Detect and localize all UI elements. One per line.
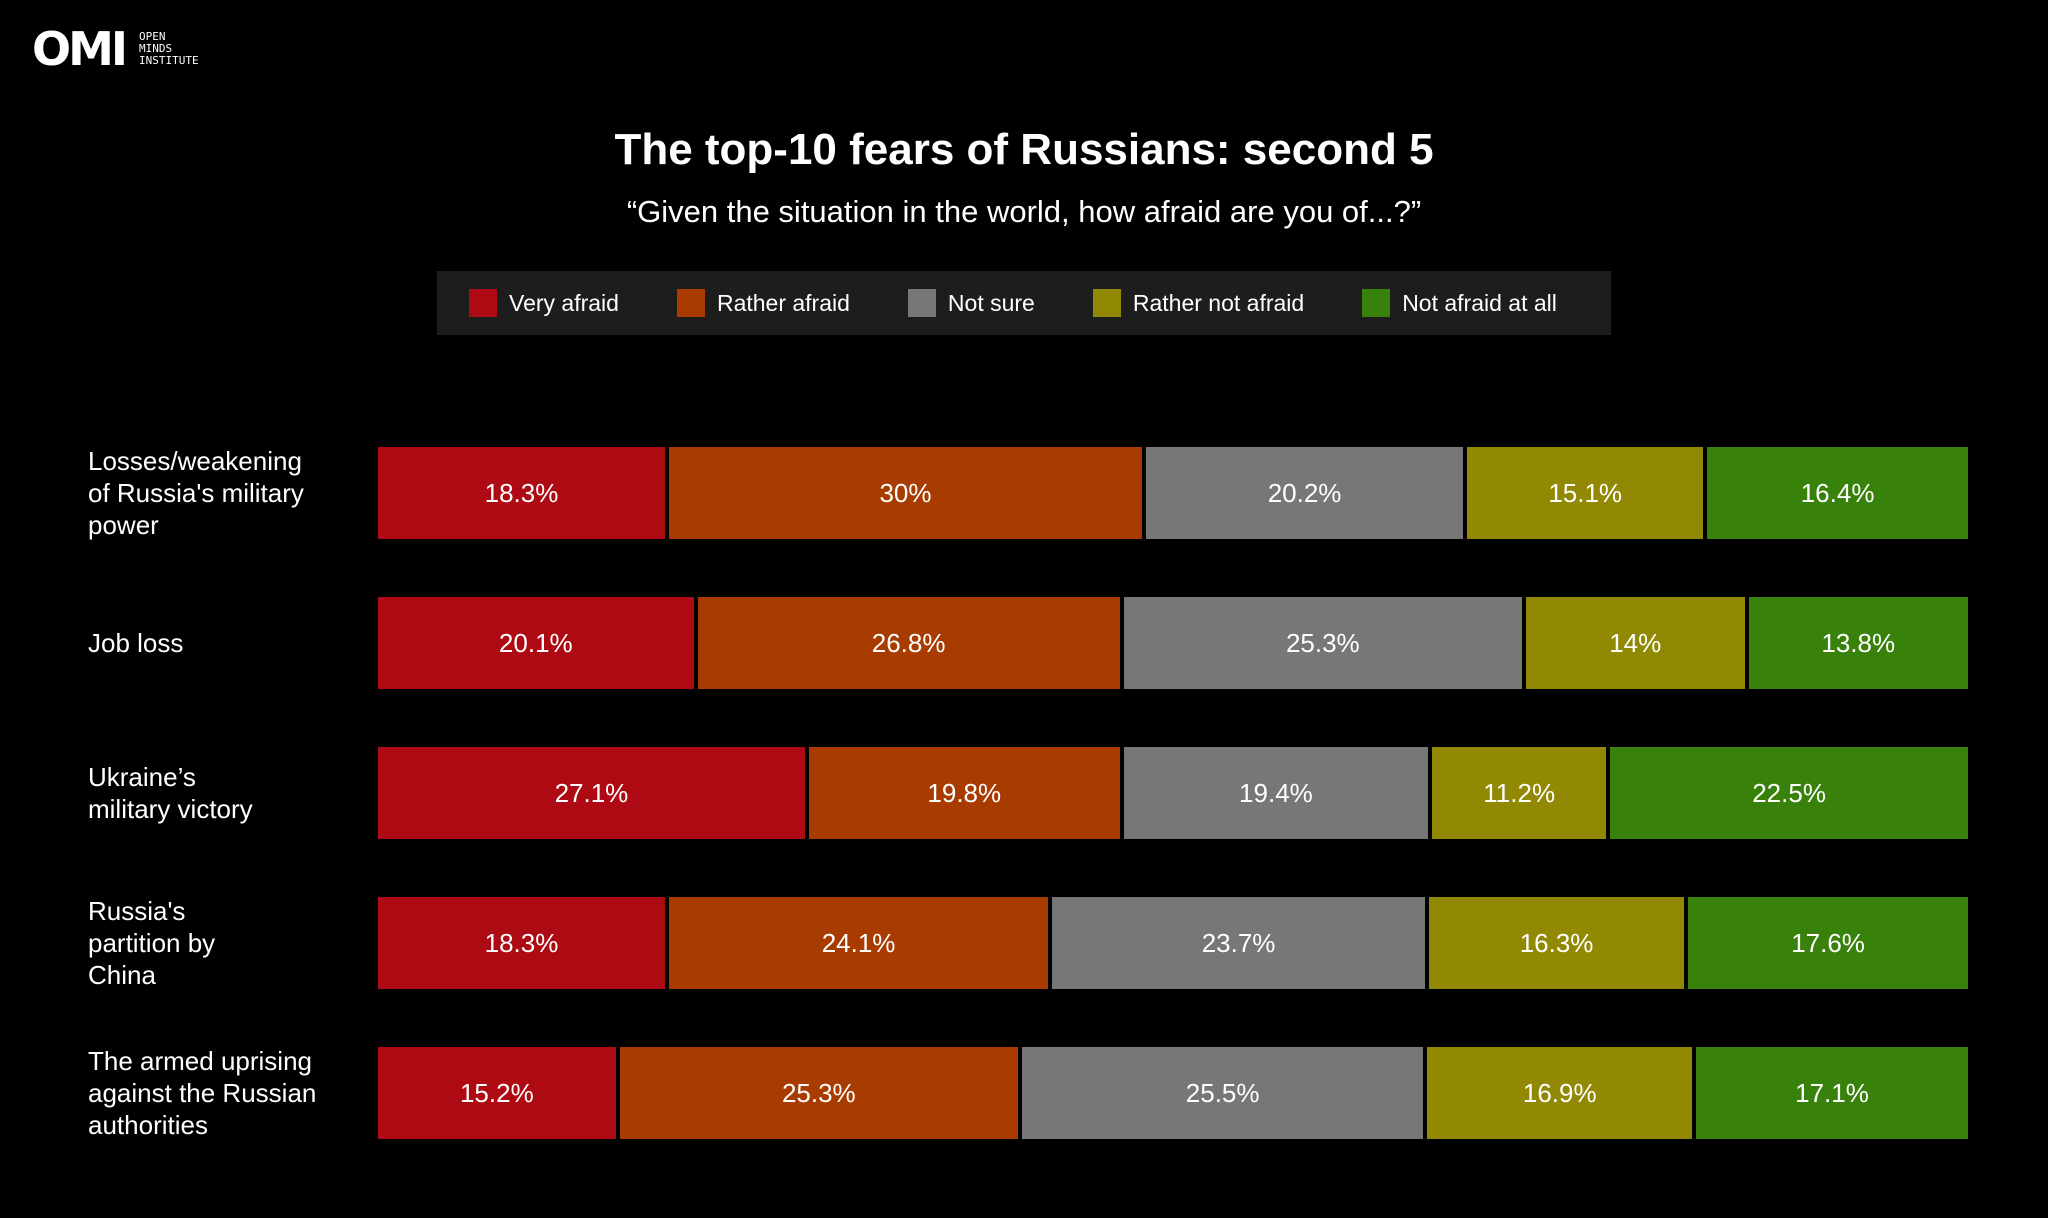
row-label-1: Losses/weakening of Russia's military powe… xyxy=(88,445,358,541)
chart-title: The top-10 fears of Russians: second 5 xyxy=(614,125,1434,174)
row-label-line: Ukraine’s xyxy=(88,762,196,792)
row-label-line: The armed uprising xyxy=(88,1046,312,1076)
bar-segment-not-afraid-at-all: 17.6% xyxy=(1688,897,1968,989)
bar-segment-very-afraid: 27.1% xyxy=(378,747,809,839)
bar-segment-rather-not-afraid: 14% xyxy=(1525,597,1749,689)
bar-segment-rather-not-afraid: 15.1% xyxy=(1467,447,1708,539)
bar-segment-rather-not-afraid: 11.2% xyxy=(1432,747,1611,839)
logo-line-minds: MINDS xyxy=(139,42,173,55)
legend-swatch-not-sure xyxy=(907,289,936,317)
legend-label-not-afraid-at-all: Not afraid at all xyxy=(1402,289,1557,316)
bar-segment-very-afraid: 15.2% xyxy=(378,1047,620,1139)
row-label-5: The armed uprising against the Russian aut… xyxy=(88,1045,358,1141)
legend-swatch-rather-afraid xyxy=(676,289,705,317)
legend-item-not-afraid-at-all: Not afraid at all xyxy=(1362,289,1557,317)
bar-segment-not-afraid-at-all: 17.1% xyxy=(1696,1047,1968,1139)
row-label-line: China xyxy=(88,960,156,990)
bar-segment-rather-afraid: 30% xyxy=(668,447,1146,539)
legend-item-not-sure: Not sure xyxy=(907,289,1035,317)
bar-segment-rather-afraid: 24.1% xyxy=(668,897,1053,989)
row-label-2: Job loss xyxy=(88,627,358,659)
legend-label-rather-not-afraid: Rather not afraid xyxy=(1132,289,1305,316)
bar-segment-not-sure: 20.2% xyxy=(1145,447,1468,539)
legend-item-very-afraid: Very afraid xyxy=(469,289,619,317)
bar-segment-not-afraid-at-all: 22.5% xyxy=(1610,747,1968,839)
row-label-line: authorities xyxy=(88,1110,208,1140)
row-label-line: power xyxy=(88,510,159,540)
legend-label-rather-afraid: Rather afraid xyxy=(716,289,850,316)
row-label-line: Russia's xyxy=(88,896,186,926)
row-label-line: Losses/weakening xyxy=(88,446,302,476)
bar-segment-rather-not-afraid: 16.9% xyxy=(1427,1047,1697,1139)
legend-label-not-sure: Not sure xyxy=(947,289,1035,316)
bar-row-4: 18.3% 24.1% 23.7% 16.3% 17.6% xyxy=(378,897,1968,989)
row-label-line: Job loss xyxy=(88,628,184,658)
legend-item-rather-not-afraid: Rather not afraid xyxy=(1092,289,1305,317)
bar-segment-not-afraid-at-all: 16.4% xyxy=(1707,447,1968,539)
omi-logo-mark: OMI xyxy=(32,22,128,76)
bar-segment-not-afraid-at-all: 13.8% xyxy=(1748,597,1968,689)
bar-segment-rather-afraid: 25.3% xyxy=(619,1047,1022,1139)
bar-row-1: 18.3% 30% 20.2% 15.1% 16.4% xyxy=(378,447,1968,539)
row-label-line: military victory xyxy=(88,794,253,824)
legend-swatch-very-afraid xyxy=(469,289,497,317)
bar-segment-not-sure: 25.3% xyxy=(1123,597,1526,689)
omi-logo: OMI OPEN MINDS INSTITUTE xyxy=(32,26,199,72)
bar-segment-not-sure: 23.7% xyxy=(1052,897,1429,989)
bar-segment-very-afraid: 18.3% xyxy=(378,447,669,539)
bar-segment-very-afraid: 18.3% xyxy=(378,897,669,989)
bar-row-5: 15.2% 25.3% 25.5% 16.9% 17.1% xyxy=(378,1047,1968,1139)
legend-item-rather-afraid: Rather afraid xyxy=(676,289,850,317)
chart-legend: Very afraid Rather afraid Not sure Rather n… xyxy=(437,271,1611,335)
legend-swatch-rather-not-afraid xyxy=(1092,289,1121,317)
bar-row-2: 20.1% 26.8% 25.3% 14% 13.8% xyxy=(378,597,1968,689)
row-label-4: Russia's partition by China xyxy=(88,895,358,991)
legend-label-very-afraid: Very afraid xyxy=(509,289,619,316)
bar-segment-not-sure: 25.5% xyxy=(1021,1047,1428,1139)
logo-line-open: OPEN xyxy=(139,30,166,43)
row-label-line: against the Russian xyxy=(88,1078,317,1108)
bar-row-3: 27.1% 19.8% 19.4% 11.2% 22.5% xyxy=(378,747,1968,839)
chart-subtitle: “Given the situation in the world, how a… xyxy=(626,194,1422,229)
bar-segment-very-afraid: 20.1% xyxy=(378,597,698,689)
row-label-3: Ukraine’s military victory xyxy=(88,761,358,825)
bar-segment-rather-afraid: 26.8% xyxy=(697,597,1124,689)
logo-line-institute: INSTITUTE xyxy=(139,54,199,67)
legend-swatch-not-afraid-at-all xyxy=(1362,289,1391,317)
row-label-line: partition by xyxy=(88,928,216,958)
omi-logo-text: OPEN MINDS INSTITUTE xyxy=(139,31,199,67)
row-label-line: of Russia's military xyxy=(88,478,304,508)
bar-segment-rather-not-afraid: 16.3% xyxy=(1428,897,1689,989)
bar-segment-not-sure: 19.4% xyxy=(1123,747,1433,839)
bar-segment-rather-afraid: 19.8% xyxy=(808,747,1124,839)
